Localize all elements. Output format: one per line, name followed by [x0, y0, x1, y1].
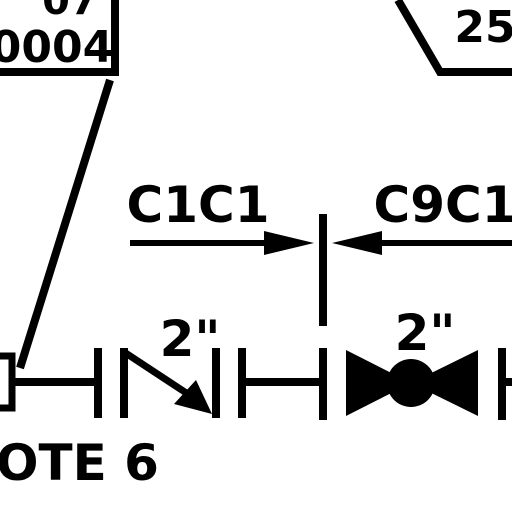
ball-valve-left-wing [346, 350, 411, 416]
tag-box-left-border [0, 0, 119, 76]
leader-line-left [16, 78, 114, 370]
pipe-size-left: 2" [160, 310, 221, 368]
tag-number-right: 25 [454, 2, 512, 53]
ball-valve-ball [387, 359, 435, 407]
pipe-end-cap [0, 352, 16, 412]
note-label: OTE 6 [0, 434, 159, 492]
check-valve [120, 348, 220, 418]
tag-box-right-border [394, 0, 512, 76]
spec-arrow-left-head [264, 231, 314, 255]
spec-break [130, 214, 512, 326]
spec-arrow-right-head [332, 231, 382, 255]
spec-label-right: C9C1 [374, 176, 512, 234]
check-valve-arrowhead [174, 380, 212, 414]
tag-box-right: 25 [394, 0, 512, 76]
ball-valve [346, 350, 478, 416]
tag-number-bottom: 0004 [0, 22, 113, 73]
tag-box-left: 07 0004 [0, 0, 119, 76]
spec-label-left: C1C1 [127, 176, 270, 234]
ball-valve-right-wing [411, 350, 478, 416]
tag-number-top: 07 [42, 0, 98, 24]
pipe-size-right: 2" [395, 304, 456, 362]
